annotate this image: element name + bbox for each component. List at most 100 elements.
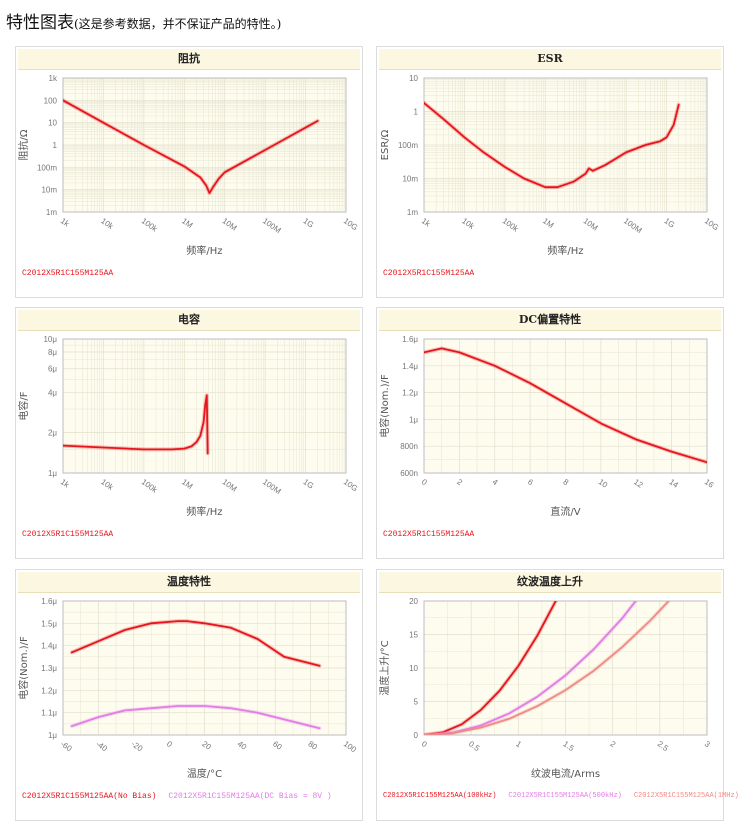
y-tick-label: 10 xyxy=(409,664,418,673)
series-line-1 xyxy=(63,394,209,455)
x-tick-label: 10G xyxy=(342,477,360,493)
y-tick-label: 15 xyxy=(409,631,418,640)
y-tick-label: 1.4μ xyxy=(402,362,418,371)
y-tick-label: 2μ xyxy=(48,429,57,438)
y-tick-label: 1.4μ xyxy=(41,642,57,651)
y-tick-label: 100 xyxy=(44,96,58,105)
plot-frame xyxy=(62,338,347,474)
y-axis-title: 电容/F xyxy=(17,391,30,420)
y-tick-label: 10μ xyxy=(43,335,57,344)
y-tick-label: 1.5μ xyxy=(41,619,57,628)
series-line-1 xyxy=(424,601,557,735)
chart-esr: 1m 10m 100m 1 10 1k 10k 100k 1M 10M 100M 1G 10G 频率/Hz… xyxy=(380,74,721,257)
plot-frame xyxy=(62,600,347,736)
y-tick-label: 1.2μ xyxy=(41,686,57,695)
x-tick-label: 4 xyxy=(491,477,500,487)
chart-panel-dc-bias: DC偏置特性 600n 800n 1μ 1.2μ 1.4μ 1.6μ 0 2 4 6 8 10 12 14… xyxy=(376,307,724,559)
y-tick-label: 10m xyxy=(402,175,418,184)
legend-entry: C2012X5R1C155M125AA(100kHz) xyxy=(383,792,497,800)
chart-capacitance: 1μ 2μ 4μ 6μ 8μ 10μ 1k 10k 100k 1M 10M 100M 1G 10G 频率/H… xyxy=(17,335,360,518)
y-axis-title: 电容(Nom.)/F xyxy=(17,636,30,700)
y-axis-title: 阻抗/Ω xyxy=(17,129,30,160)
chart-title: ESR xyxy=(379,49,721,70)
plot-frame xyxy=(423,338,708,474)
series-line-1 xyxy=(424,101,680,189)
x-tick-label: 1G xyxy=(301,216,315,229)
x-tick-label: 10G xyxy=(342,216,360,232)
y-axis-title: 温度上升/°C xyxy=(378,640,391,695)
page-title-text: 特性图表 xyxy=(6,13,74,33)
x-tick-label: 100k xyxy=(501,216,521,234)
series-line-2 xyxy=(424,601,637,735)
x-tick-label: 1M xyxy=(541,216,556,230)
series-line-1 xyxy=(70,620,321,667)
y-tick-label: 4μ xyxy=(48,388,57,397)
x-tick-label: -20 xyxy=(130,739,145,753)
x-tick-label: 1k xyxy=(59,477,72,490)
legend-entry: C2012X5R1C155M125AA(1MHz) xyxy=(633,792,739,800)
x-tick-label: 2.5 xyxy=(656,739,671,753)
chart-title: 阻抗 xyxy=(18,49,360,70)
x-axis-title: 频率/Hz xyxy=(547,244,583,257)
x-tick-label: 8 xyxy=(561,477,570,487)
y-tick-label: 1μ xyxy=(48,731,57,740)
series-line-3 xyxy=(424,601,670,735)
x-tick-label: 20 xyxy=(200,739,213,752)
chart-legend: C2012X5R1C155M125AA xyxy=(383,269,486,278)
chart-legend: C2012X5R1C155M125AA(No Bias) C2012X5R1C15… xyxy=(22,792,344,801)
legend-entry: C2012X5R1C155M125AA(500kHz) xyxy=(508,792,622,800)
y-tick-label: 1.6μ xyxy=(41,597,57,606)
x-tick-label: 16 xyxy=(703,477,716,490)
x-tick-label: 1k xyxy=(59,216,72,229)
y-tick-label: 1.1μ xyxy=(41,709,57,718)
y-tick-label: 10 xyxy=(48,119,57,128)
chart-temperature: 1μ 1.1μ 1.2μ 1.3μ 1.4μ 1.5μ 1.6μ -60 -40 -20 0 20 40… xyxy=(17,597,359,780)
chart-ripple: 0 5 10 15 20 0 0.5 1 1.5 2 2.5 3 纹波电流/Arms 温度上升/°C xyxy=(378,597,712,780)
y-tick-label: 1m xyxy=(407,208,418,217)
x-tick-label: 1G xyxy=(301,477,315,490)
page-note: (这是参考数据，并不保证产品的特性。) xyxy=(74,17,282,31)
x-tick-label: 10 xyxy=(597,477,610,490)
chart-legend: C2012X5R1C155M125AA xyxy=(22,530,125,539)
x-tick-label: 2 xyxy=(455,477,464,487)
y-tick-label: 100m xyxy=(37,163,57,172)
x-tick-label: 40 xyxy=(236,739,249,752)
x-tick-label: 100M xyxy=(261,477,283,496)
y-tick-label: 1.3μ xyxy=(41,664,57,673)
chart-title: 温度特性 xyxy=(18,572,360,593)
y-axis-title: ESR/Ω xyxy=(380,129,391,160)
chart-legend: C2012X5R1C155M125AA xyxy=(383,530,486,539)
y-tick-label: 100m xyxy=(398,141,418,150)
x-tick-label: 100k xyxy=(140,477,160,495)
series-line-2 xyxy=(70,705,321,730)
y-tick-label: 1 xyxy=(414,108,419,117)
x-tick-label: 1k xyxy=(420,216,433,229)
legend-entry: C2012X5R1C155M125AA xyxy=(22,530,114,539)
x-tick-label: 14 xyxy=(667,477,680,490)
x-tick-label: 0 xyxy=(420,739,429,749)
plot-frame xyxy=(423,77,708,213)
chart-panel-capacitance: 电容 1μ 2μ 4μ 6μ 8μ 10μ 1k 10k 100k 1M 10M 100M 1G 10G 频… xyxy=(15,307,363,559)
x-tick-label: 10G xyxy=(703,216,721,232)
x-tick-label: 10M xyxy=(221,216,239,232)
y-tick-label: 800n xyxy=(400,442,418,451)
x-tick-label: 10M xyxy=(221,477,239,493)
y-tick-label: 10 xyxy=(409,74,418,83)
y-tick-label: 0 xyxy=(414,731,419,740)
x-tick-label: 10k xyxy=(99,477,116,492)
x-tick-label: 100M xyxy=(261,216,283,235)
x-axis-title: 频率/Hz xyxy=(186,244,222,257)
y-tick-label: 1μ xyxy=(48,469,57,478)
chart-title: 纹波温度上升 xyxy=(379,572,721,593)
legend-entry: C2012X5R1C155M125AA xyxy=(383,269,475,278)
x-tick-label: 100 xyxy=(342,739,359,754)
chart-panel-impedance: 阻抗 1m 10m 100m 1 10 100 1k 1k 10k 100k 1M 10M 100M 1G… xyxy=(15,46,363,298)
x-tick-label: 3 xyxy=(703,739,712,749)
series-line-1 xyxy=(63,99,319,194)
y-tick-label: 1.6μ xyxy=(402,335,418,344)
plot-frame xyxy=(423,600,708,736)
page-title: 特性图表(这是参考数据，并不保证产品的特性。) xyxy=(6,8,281,33)
legend-entry: C2012X5R1C155M125AA(No Bias) xyxy=(22,792,157,801)
plot-frame xyxy=(62,77,347,213)
x-tick-label: 80 xyxy=(306,739,319,752)
